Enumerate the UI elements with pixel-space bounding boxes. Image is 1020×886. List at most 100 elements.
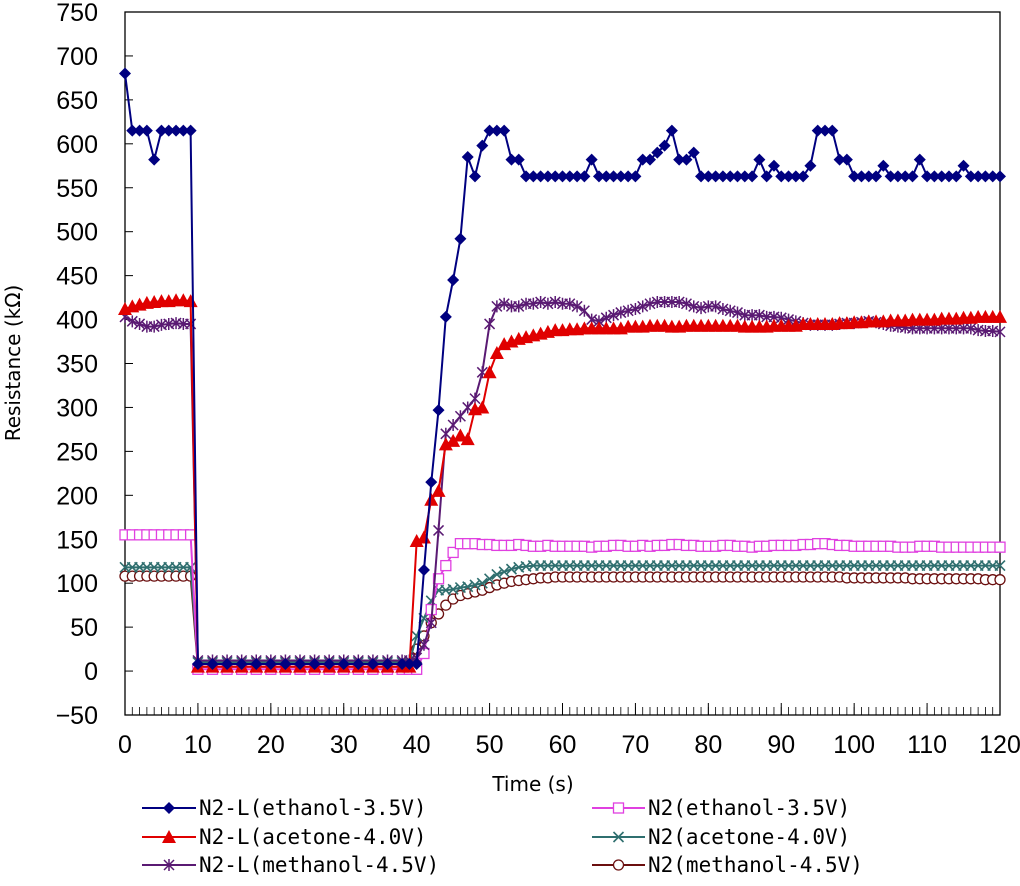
data-point <box>134 317 146 330</box>
data-point <box>957 159 970 172</box>
data-point <box>183 294 198 308</box>
series-3 <box>119 529 1006 675</box>
x-tick-label: 50 <box>476 731 504 759</box>
data-point <box>462 581 474 593</box>
data-point <box>702 170 715 183</box>
data-point <box>177 124 190 137</box>
data-point <box>447 583 459 595</box>
data-point <box>439 310 452 323</box>
x-tick-label: 120 <box>979 731 1020 759</box>
data-point <box>264 658 277 671</box>
data-point <box>877 159 890 172</box>
legend-entry: N2(methanol-4.5V) <box>592 853 863 877</box>
data-point <box>505 563 518 575</box>
data-point <box>549 170 562 183</box>
x-tick-label: 100 <box>833 731 875 759</box>
data-point <box>549 295 561 308</box>
data-point <box>775 170 788 183</box>
data-point <box>906 170 919 183</box>
data-point <box>308 658 321 671</box>
legend-label: N2-L(methanol-4.5V) <box>199 853 439 877</box>
data-point <box>651 146 664 159</box>
data-point <box>687 146 700 159</box>
data-point <box>460 432 475 446</box>
data-point <box>440 599 452 611</box>
data-point <box>133 124 146 137</box>
legend-entry: N2-L(methanol-4.5V) <box>142 853 439 877</box>
data-point <box>884 170 897 183</box>
data-point <box>513 300 525 313</box>
data-point <box>797 170 810 183</box>
data-point <box>578 304 590 317</box>
data-point <box>644 297 656 310</box>
data-point <box>629 170 642 183</box>
data-point <box>731 306 744 319</box>
data-point <box>417 564 430 577</box>
data-point <box>454 410 466 423</box>
data-point <box>148 320 160 333</box>
data-point <box>527 170 540 183</box>
data-point <box>585 153 598 166</box>
data-point <box>695 170 708 183</box>
data-point <box>484 317 496 330</box>
x-tick-label: 60 <box>549 731 577 759</box>
data-point <box>658 139 671 152</box>
data-point <box>476 139 489 152</box>
data-point <box>469 170 481 183</box>
legend-marker <box>612 859 625 871</box>
data-point <box>410 658 423 671</box>
data-point <box>891 170 904 183</box>
legend-entry: N2(ethanol-3.5V) <box>592 796 850 820</box>
y-tick-label: 150 <box>56 526 98 554</box>
data-point <box>563 170 576 183</box>
data-point <box>527 297 539 310</box>
data-point <box>206 658 219 671</box>
data-point <box>250 658 263 671</box>
x-tick-label: 0 <box>118 731 132 759</box>
x-axis-title: Time (s) <box>491 772 573 796</box>
y-axis-ticks: −50 0 50 100 150 200 250 300 350 400 450 500 550 600 6… <box>56 0 133 730</box>
data-point <box>520 170 533 183</box>
data-point <box>425 476 438 489</box>
y-tick-label: 50 <box>70 614 98 642</box>
data-point <box>191 658 204 671</box>
data-point <box>716 170 729 183</box>
data-point <box>760 170 773 183</box>
data-point <box>556 170 569 183</box>
data-point <box>673 295 685 308</box>
data-point <box>279 658 292 671</box>
legend: N2-L(ethanol-3.5V) N2-L(acetone-4.0V) N2-L… <box>142 796 863 877</box>
data-point <box>862 170 875 183</box>
y-tick-label: 0 <box>84 658 98 686</box>
data-point <box>753 309 765 322</box>
data-point <box>724 304 736 317</box>
data-point <box>337 658 350 671</box>
data-point <box>185 561 197 573</box>
data-point <box>994 541 1006 553</box>
data-point <box>542 297 554 310</box>
data-point <box>432 573 445 585</box>
data-point <box>644 153 656 166</box>
y-tick-label: 650 <box>56 87 98 115</box>
data-point <box>767 159 780 172</box>
data-point <box>965 322 977 335</box>
y-tick-label: 100 <box>56 570 98 598</box>
y-tick-label: 200 <box>56 482 98 510</box>
legend-label: N2(methanol-4.5V) <box>648 853 863 877</box>
data-point <box>221 658 234 671</box>
data-point <box>534 170 547 183</box>
data-point <box>490 124 503 137</box>
data-point <box>447 419 459 432</box>
data-point <box>789 170 802 183</box>
x-tick-label: 20 <box>257 731 285 759</box>
data-point <box>950 170 963 183</box>
data-point <box>162 124 175 137</box>
legend-label: N2(acetone-4.0V) <box>648 825 850 849</box>
data-point <box>447 274 460 287</box>
legend-entry: N2-L(ethanol-3.5V) <box>142 796 427 820</box>
data-point <box>753 153 766 166</box>
data-point <box>438 437 453 451</box>
data-point <box>453 428 468 442</box>
data-point <box>491 568 503 580</box>
